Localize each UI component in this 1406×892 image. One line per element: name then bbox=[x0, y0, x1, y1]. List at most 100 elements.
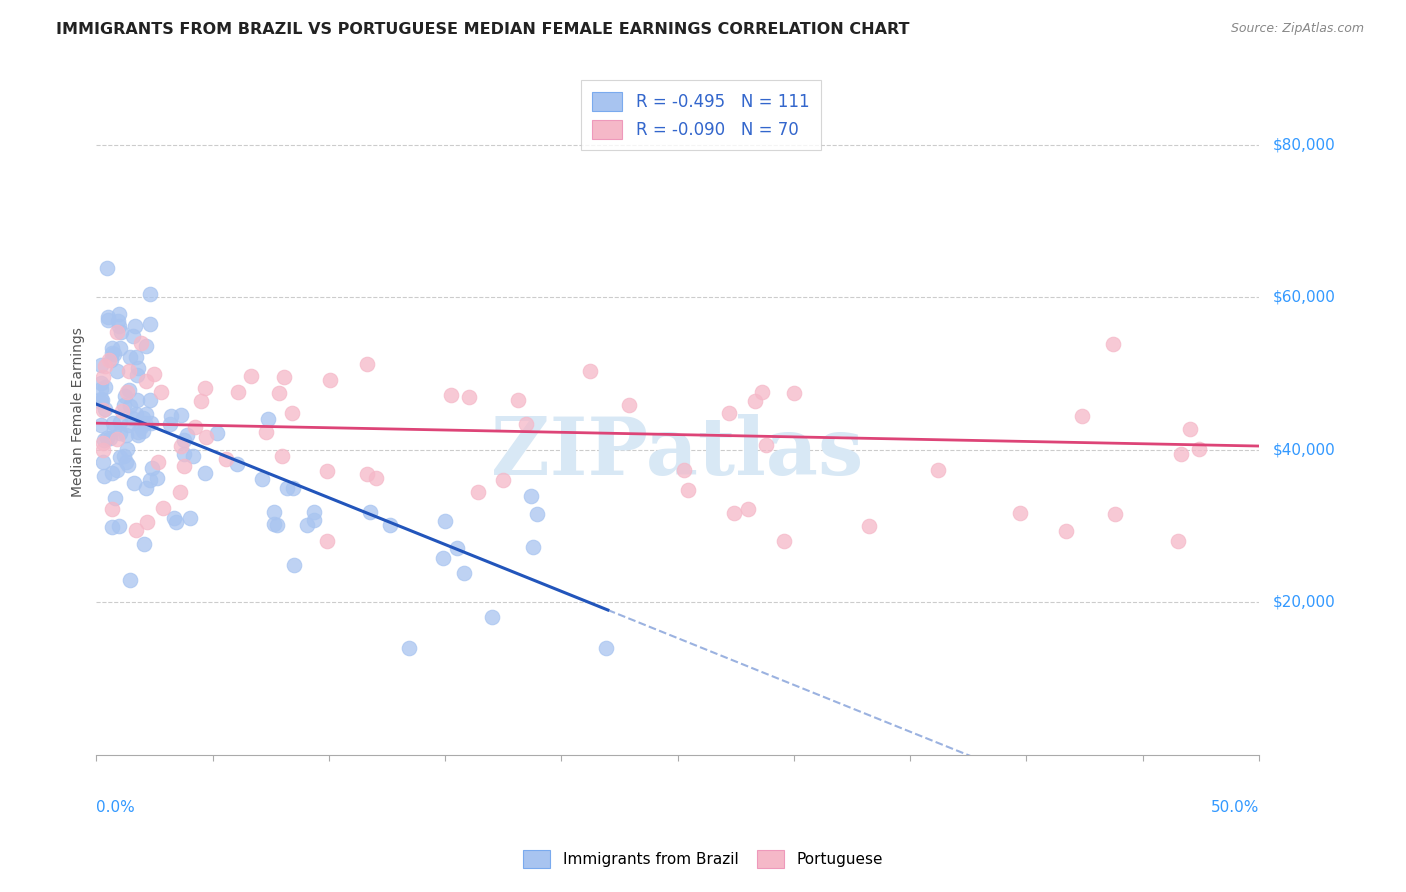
Point bbox=[1054, 524, 1077, 539]
Point bbox=[440, 388, 463, 402]
Point bbox=[114, 455, 136, 469]
Point bbox=[190, 393, 212, 408]
Point bbox=[467, 485, 489, 500]
Point bbox=[173, 433, 195, 447]
Point bbox=[316, 534, 339, 549]
Point bbox=[135, 481, 157, 495]
Point bbox=[125, 407, 148, 421]
Text: $80,000: $80,000 bbox=[1272, 137, 1336, 153]
Point bbox=[281, 406, 304, 420]
Point bbox=[93, 434, 115, 448]
Text: Source: ZipAtlas.com: Source: ZipAtlas.com bbox=[1230, 22, 1364, 36]
Point bbox=[160, 409, 183, 423]
Point bbox=[108, 318, 131, 333]
Point bbox=[364, 471, 387, 485]
Point bbox=[108, 415, 131, 429]
Point bbox=[169, 408, 191, 422]
Point bbox=[152, 501, 174, 516]
Point bbox=[97, 312, 120, 326]
Point bbox=[91, 369, 114, 384]
Point bbox=[319, 373, 342, 387]
Point bbox=[453, 566, 475, 580]
Point bbox=[302, 513, 325, 527]
Point bbox=[118, 364, 141, 378]
Point bbox=[127, 428, 149, 442]
Point bbox=[165, 515, 187, 529]
Point bbox=[124, 318, 146, 333]
Point bbox=[619, 398, 641, 412]
Point bbox=[96, 261, 118, 276]
Point bbox=[239, 369, 262, 384]
Point bbox=[108, 425, 131, 440]
Point bbox=[194, 381, 217, 395]
Point bbox=[179, 511, 201, 525]
Point bbox=[105, 325, 128, 339]
Point bbox=[115, 384, 138, 399]
Point bbox=[215, 452, 238, 467]
Point bbox=[515, 417, 537, 431]
Point bbox=[205, 426, 228, 441]
Point bbox=[135, 515, 157, 529]
Point bbox=[283, 481, 305, 495]
Point bbox=[458, 390, 481, 404]
Point bbox=[90, 417, 112, 432]
Point bbox=[90, 382, 112, 396]
Point bbox=[127, 392, 149, 407]
Point bbox=[108, 342, 131, 356]
Point bbox=[173, 447, 195, 461]
Point bbox=[134, 537, 156, 551]
Point bbox=[744, 393, 766, 408]
Point bbox=[98, 352, 121, 367]
Point bbox=[1167, 534, 1189, 549]
Point bbox=[283, 558, 305, 573]
Point bbox=[183, 449, 205, 463]
Point bbox=[783, 385, 806, 400]
Point bbox=[398, 641, 420, 656]
Point bbox=[304, 505, 326, 519]
Point bbox=[194, 430, 217, 444]
Point bbox=[105, 364, 128, 378]
Point bbox=[143, 368, 166, 382]
Point bbox=[90, 392, 112, 406]
Legend: R = -0.495   N = 111, R = -0.090   N = 70: R = -0.495 N = 111, R = -0.090 N = 70 bbox=[581, 80, 821, 151]
Point bbox=[723, 506, 745, 520]
Point bbox=[127, 361, 149, 376]
Text: $20,000: $20,000 bbox=[1272, 595, 1336, 610]
Point bbox=[90, 359, 112, 373]
Point bbox=[129, 336, 152, 351]
Point bbox=[112, 399, 135, 413]
Point bbox=[90, 395, 112, 409]
Point bbox=[103, 422, 125, 436]
Point bbox=[273, 369, 295, 384]
Point bbox=[108, 450, 131, 464]
Text: $40,000: $40,000 bbox=[1272, 442, 1336, 458]
Point bbox=[90, 376, 112, 390]
Point bbox=[673, 463, 696, 477]
Point bbox=[492, 473, 515, 487]
Point bbox=[269, 386, 291, 401]
Point bbox=[276, 481, 298, 495]
Legend: Immigrants from Brazil, Portuguese: Immigrants from Brazil, Portuguese bbox=[517, 844, 889, 873]
Point bbox=[228, 384, 250, 399]
Point bbox=[135, 375, 157, 389]
Point bbox=[149, 385, 172, 400]
Point bbox=[773, 534, 796, 549]
Point bbox=[139, 473, 162, 487]
Point bbox=[115, 427, 138, 442]
Text: IMMIGRANTS FROM BRAZIL VS PORTUGUESE MEDIAN FEMALE EARNINGS CORRELATION CHART: IMMIGRANTS FROM BRAZIL VS PORTUGUESE MED… bbox=[56, 22, 910, 37]
Point bbox=[115, 442, 138, 457]
Point bbox=[737, 502, 759, 516]
Point bbox=[359, 505, 381, 519]
Point bbox=[141, 461, 163, 475]
Point bbox=[506, 392, 529, 407]
Point bbox=[263, 505, 285, 519]
Point bbox=[266, 517, 288, 532]
Point bbox=[107, 518, 129, 533]
Point bbox=[127, 368, 149, 383]
Point bbox=[120, 399, 142, 413]
Point bbox=[145, 471, 167, 485]
Point bbox=[169, 484, 191, 499]
Point bbox=[101, 502, 124, 516]
Point bbox=[526, 507, 548, 521]
Point bbox=[117, 417, 139, 432]
